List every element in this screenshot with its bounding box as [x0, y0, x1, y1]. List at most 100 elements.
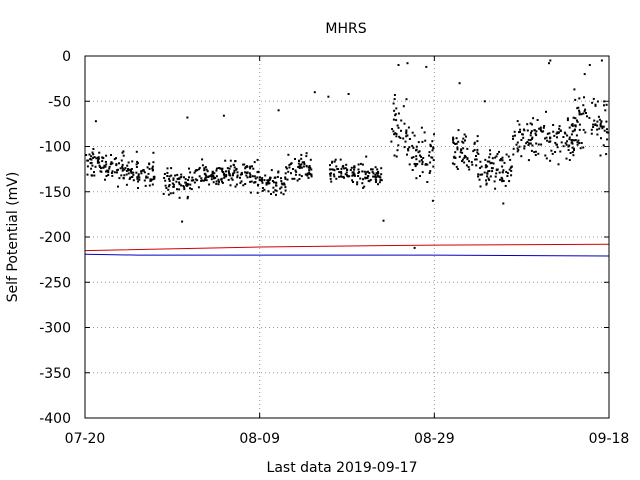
data-point	[144, 184, 147, 187]
data-point	[229, 174, 232, 177]
data-point	[500, 158, 503, 160]
data-point	[422, 157, 425, 159]
data-point	[97, 157, 100, 160]
data-point	[362, 178, 364, 181]
data-point	[366, 177, 369, 179]
data-point	[420, 159, 423, 161]
data-point	[454, 156, 457, 159]
data-point	[251, 175, 254, 178]
data-point	[271, 180, 274, 182]
data-point	[404, 140, 407, 143]
data-point	[300, 157, 303, 160]
data-point	[119, 167, 122, 170]
data-point	[509, 166, 512, 169]
data-point	[489, 175, 492, 178]
data-point	[93, 174, 96, 177]
data-point	[305, 155, 308, 158]
data-point	[527, 144, 530, 146]
data-point	[350, 166, 353, 169]
data-point	[168, 180, 171, 182]
scatter-points	[85, 59, 609, 249]
data-point	[335, 177, 338, 180]
data-point	[213, 176, 216, 179]
data-point	[227, 170, 230, 173]
data-point	[540, 129, 542, 132]
data-point	[172, 192, 175, 195]
data-point	[433, 133, 435, 136]
data-point	[400, 129, 402, 132]
data-point	[290, 162, 293, 165]
data-point	[403, 146, 406, 149]
data-point	[405, 131, 408, 133]
data-point	[452, 136, 455, 139]
data-point	[270, 169, 273, 172]
data-point	[560, 141, 563, 144]
data-point	[411, 131, 414, 134]
y-ticks: 0 -50 -100 -150 -200 -250 -300 -350 -400	[39, 49, 609, 427]
data-point	[287, 170, 290, 173]
data-point	[256, 158, 259, 161]
data-point	[204, 179, 206, 181]
data-point	[583, 73, 586, 76]
data-point	[236, 171, 239, 174]
data-point	[457, 140, 460, 143]
data-point	[190, 188, 193, 191]
data-point	[531, 137, 533, 140]
data-point	[498, 150, 500, 153]
data-point	[552, 124, 555, 126]
data-point	[376, 174, 379, 177]
data-point	[193, 181, 196, 184]
data-point	[276, 175, 279, 178]
data-point	[462, 141, 465, 144]
data-point	[463, 161, 466, 164]
data-point	[580, 113, 583, 116]
data-point	[473, 149, 476, 151]
data-point	[115, 164, 118, 167]
data-point	[353, 173, 356, 176]
data-point	[574, 98, 577, 101]
data-point	[405, 98, 408, 101]
data-point	[499, 159, 502, 162]
data-point	[225, 170, 227, 173]
data-point	[471, 163, 474, 166]
data-point	[601, 127, 604, 130]
data-point	[407, 126, 410, 129]
data-point	[205, 176, 208, 179]
data-point	[244, 167, 247, 170]
data-point	[526, 123, 529, 126]
data-point	[280, 191, 283, 194]
data-point	[568, 136, 571, 139]
data-point	[172, 178, 175, 181]
data-point	[415, 163, 418, 166]
data-point	[145, 175, 148, 178]
data-point	[344, 167, 347, 170]
data-point	[464, 139, 466, 142]
data-point	[528, 142, 531, 145]
data-point	[146, 176, 149, 179]
data-point	[576, 120, 579, 123]
data-point	[375, 172, 378, 175]
data-point	[217, 178, 220, 181]
data-point	[455, 165, 458, 168]
data-point	[170, 174, 173, 177]
data-point	[393, 133, 396, 136]
data-point	[586, 115, 588, 118]
data-point	[256, 191, 259, 194]
data-point	[499, 178, 501, 181]
x-tick-label: 09-18	[589, 431, 630, 447]
data-point	[596, 120, 599, 123]
data-point	[375, 181, 377, 183]
data-point	[102, 157, 105, 160]
data-point	[210, 178, 213, 181]
data-point	[122, 150, 125, 153]
data-point	[263, 188, 266, 191]
data-point	[232, 163, 235, 166]
data-point	[549, 159, 552, 162]
x-ticks: 07-20 08-09 08-29 09-18	[65, 56, 630, 447]
data-point	[598, 118, 601, 121]
data-point	[239, 181, 242, 184]
data-point	[164, 184, 167, 187]
data-point	[228, 172, 231, 175]
data-point	[564, 142, 567, 145]
data-point	[370, 168, 373, 171]
